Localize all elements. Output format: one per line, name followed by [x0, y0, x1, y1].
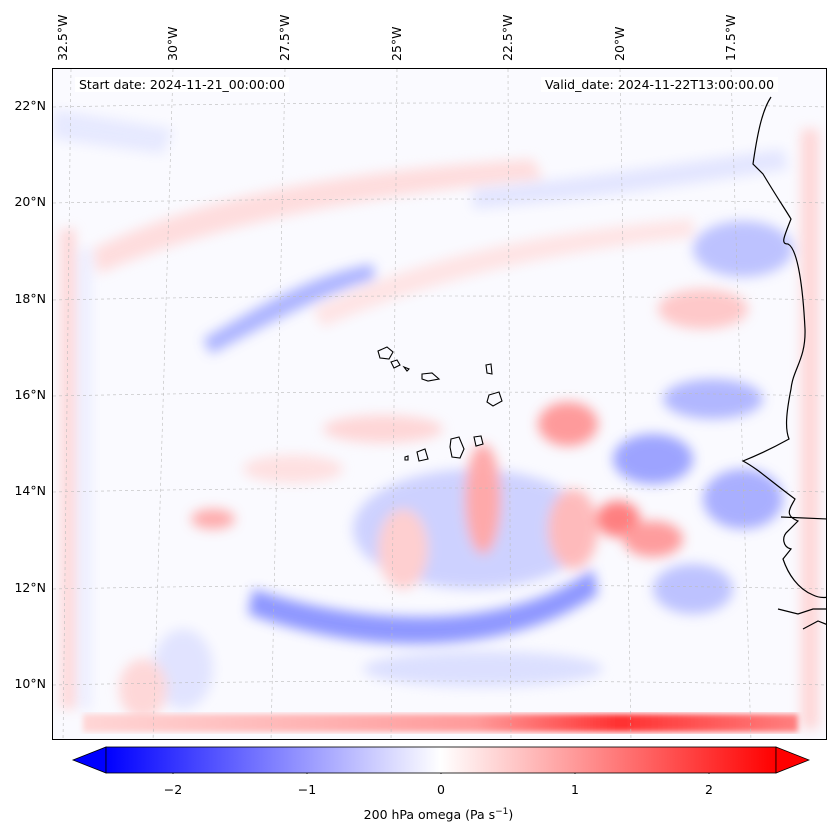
colorbar-tick-label: 1	[571, 782, 579, 797]
lon-label-27.5w: 27.5°W	[277, 14, 292, 61]
lat-label-22n: 22°N	[14, 98, 46, 113]
colorbar-tick-label: −2	[163, 782, 183, 797]
lat-label-20n: 20°N	[14, 194, 46, 209]
start-date-label: Start date: 2024-11-21_00:00:00	[75, 77, 289, 92]
map-panel[interactable]	[52, 68, 827, 740]
omega-field-map	[53, 69, 826, 739]
colorbar-tick-label: 2	[705, 782, 713, 797]
lon-label-25w: 25°W	[389, 26, 404, 61]
colorbar-extend-max	[775, 746, 810, 774]
lat-label-14n: 14°N	[14, 483, 46, 498]
colorbar-variable: 200 hPa omega	[363, 807, 462, 823]
omega-field	[53, 109, 819, 732]
lat-label-10n: 10°N	[14, 676, 46, 691]
lat-label-12n: 12°N	[14, 580, 46, 595]
colorbar-extend-min	[71, 746, 107, 774]
colorbar-units: Pa s	[470, 807, 496, 823]
cape-verde-islands	[377, 346, 503, 462]
colorbar-label: 200 hPa omega (Pa s−1)	[363, 807, 514, 823]
lon-label-30w: 30°W	[165, 26, 180, 61]
graticule	[53, 69, 826, 739]
lon-label-32.5w: 32.5°W	[55, 14, 70, 61]
lon-label-22.5w: 22.5°W	[500, 14, 515, 61]
lat-label-18n: 18°N	[14, 291, 46, 306]
colorbar-units-exponent: −1	[495, 807, 509, 817]
colorbar	[71, 746, 810, 774]
lon-label-17.5w: 17.5°W	[723, 14, 738, 61]
colorbar-tick-label: −1	[297, 782, 317, 797]
colorbar-body	[105, 746, 777, 774]
coastline	[741, 96, 826, 630]
valid-date-label: Valid_date: 2024-11-22T13:00:00.00	[541, 77, 779, 92]
colorbar-tick-label: 0	[437, 782, 445, 797]
lon-label-20w: 20°W	[612, 26, 627, 61]
lat-label-16n: 16°N	[14, 387, 46, 402]
